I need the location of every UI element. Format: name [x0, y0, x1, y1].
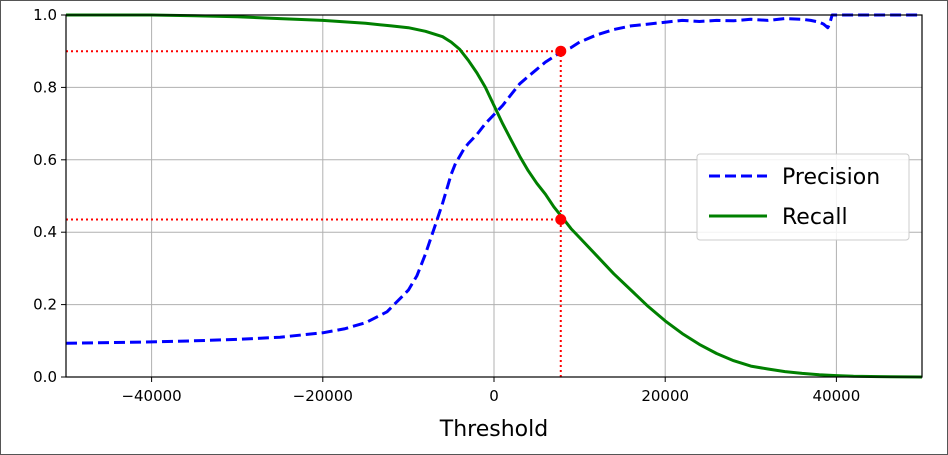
x-tick-label: −20000 — [293, 387, 353, 405]
x-tick-label: 20000 — [641, 387, 689, 405]
y-tick-label: 1.0 — [33, 6, 57, 24]
y-tick-label: 0.4 — [33, 223, 57, 241]
axis-ticks: −40000 −20000 0 20000 40000 0.0 0.2 0.4 0.6 0.8 1.… — [33, 6, 860, 405]
x-tick-label: 40000 — [813, 387, 861, 405]
reference-point — [555, 214, 567, 226]
y-tick-label: 0.0 — [33, 368, 57, 386]
reference-points — [555, 45, 567, 226]
reference-point — [555, 45, 567, 57]
y-tick-label: 0.8 — [33, 78, 57, 96]
reference-lines — [66, 50, 562, 377]
series-lines — [65, 13, 923, 379]
x-tick-label: −40000 — [121, 387, 181, 405]
legend: Precision Recall — [696, 153, 910, 241]
y-tick-label: 0.6 — [33, 151, 57, 169]
legend-precision-label: Precision — [782, 165, 880, 190]
series-line-recall — [66, 13, 923, 379]
legend-recall-label: Recall — [782, 205, 848, 230]
y-tick-label: 0.2 — [33, 296, 57, 314]
x-tick-label: 0 — [489, 387, 499, 405]
x-axis-label: Threshold — [439, 417, 548, 442]
series-line-precision — [65, 13, 922, 345]
